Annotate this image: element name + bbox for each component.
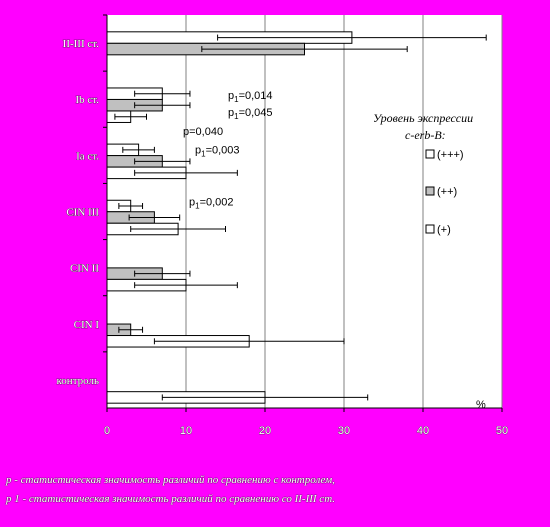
x-tick-label: 0 (104, 425, 110, 437)
legend-items: (+++) (++) (+) (425, 149, 464, 236)
plot-area (107, 15, 502, 408)
annotations: p1=0,014 p1=0,045 p=0,040 p1=0,003 p1=0,002 (183, 90, 273, 210)
legend-label: (+) (437, 224, 451, 236)
error-bars (114, 34, 487, 401)
x-tick-label: 50 (496, 425, 508, 437)
category-label: Ib ст. (75, 94, 99, 106)
x-tick-label: 40 (417, 425, 429, 437)
axes (106, 15, 502, 409)
category-label: II-III ст. (63, 38, 100, 50)
category-label: Ia ст. (76, 150, 99, 162)
x-tick-label: 10 (180, 425, 192, 437)
footnote-p: р - статистическая значимость различий п… (6, 474, 335, 486)
legend-swatch (425, 224, 435, 234)
category-label: CIN II (70, 263, 99, 275)
legend-title-line2: c-erb-B: (405, 128, 446, 142)
legend: Уровень экспрессии c-erb-B: (+++) (++) (+) (373, 111, 473, 236)
legend-label: (++) (437, 186, 457, 198)
legend-swatch (425, 149, 435, 159)
p-value-annotation: p1=0,003 (195, 144, 240, 158)
p-value-annotation: p1=0,014 (228, 90, 273, 104)
category-label: CIN III (66, 207, 99, 219)
category-label: CIN I (74, 319, 100, 331)
x-tick-label: 30 (338, 425, 350, 437)
p-value-annotation: p1=0,045 (228, 107, 273, 121)
p-value-annotation: p=0,040 (183, 126, 223, 138)
legend-label: (+++) (437, 149, 464, 161)
x-tick-label: 20 (259, 425, 271, 437)
footnote-p1: р 1 - статистическая значимость различий… (6, 493, 336, 505)
legend-title-line1: Уровень экспрессии (373, 111, 473, 125)
legend-swatch (425, 186, 435, 196)
x-tick-labels: 0 10 20 30 40 50 (104, 408, 508, 437)
category-labels: II-III ст. Ib ст. Ia ст. CIN III CIN II CIN I… (56, 14, 107, 387)
category-label: контроль (57, 375, 99, 387)
x-axis-unit-label: % (476, 399, 486, 411)
p-value-annotation: p1=0,002 (189, 196, 234, 210)
